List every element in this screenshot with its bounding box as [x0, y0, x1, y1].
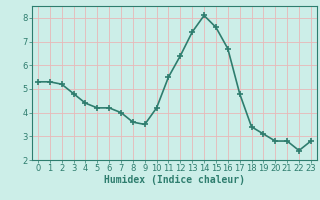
- X-axis label: Humidex (Indice chaleur): Humidex (Indice chaleur): [104, 175, 245, 185]
